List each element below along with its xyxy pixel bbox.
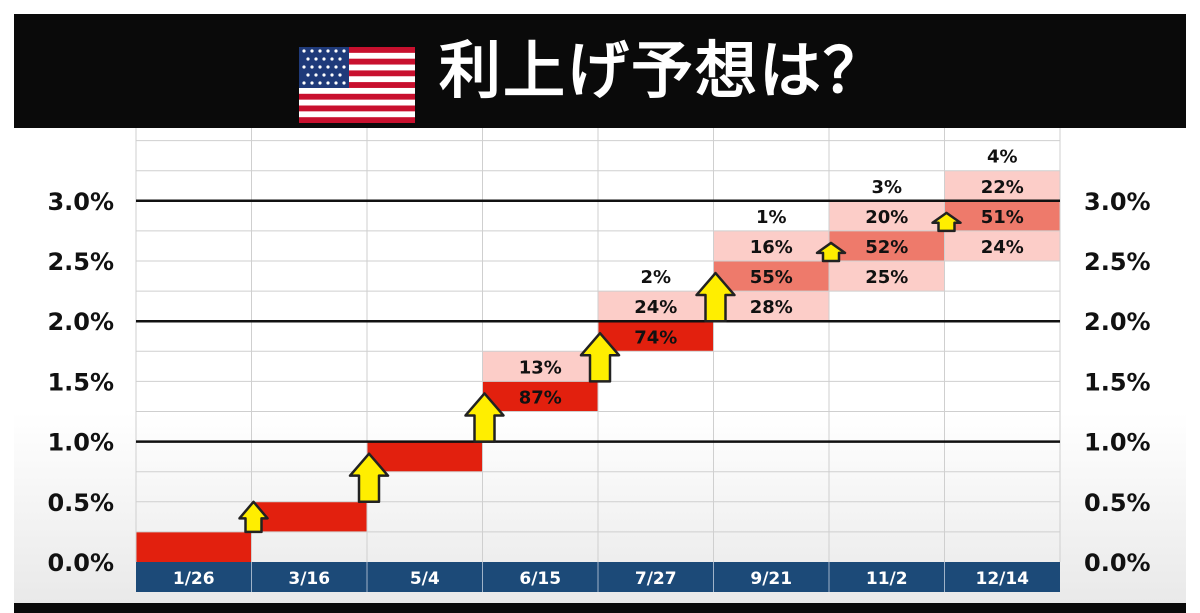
probability-label: 1% [756, 207, 787, 228]
up-arrow-icon [348, 452, 390, 504]
probability-label: 2% [640, 267, 671, 288]
rate-hike-chart: 87% 13% 74% 24% 2% 28% 55% 16% 1% 25% 52% 20% 3% 24% 5… [47, 128, 1151, 592]
bottom-bar [14, 603, 1186, 613]
probability-cell [713, 230, 829, 261]
x-tick-label: 12/14 [975, 569, 1029, 589]
y-tick-label-right: 2.5% [1084, 248, 1151, 276]
header-bar: 利上げ予想は？ [14, 14, 1186, 128]
y-tick-label-left: 2.5% [47, 248, 114, 276]
probability-cell [598, 291, 714, 322]
probability-label: 24% [981, 237, 1024, 258]
up-arrow-icon [695, 271, 736, 323]
y-tick-label-right: 3.0% [1084, 188, 1151, 216]
x-tick-label: 5/4 [410, 569, 440, 589]
probability-label: 51% [981, 207, 1024, 228]
up-arrow-icon [815, 241, 847, 263]
x-tick-label: 7/27 [635, 569, 677, 589]
up-arrow-icon [464, 392, 505, 443]
probability-label: 52% [865, 237, 908, 258]
up-arrow-icon [238, 500, 269, 534]
probability-label: 87% [519, 387, 562, 408]
probability-label: 24% [634, 297, 677, 318]
y-tick-label-right: 0.0% [1084, 549, 1151, 577]
probability-cell [713, 261, 829, 292]
x-tick-label: 3/16 [288, 569, 330, 589]
y-tick-label-left: 2.0% [47, 308, 114, 336]
probability-label: 16% [750, 237, 793, 258]
y-tick-label-left: 1.5% [47, 368, 114, 396]
y-tick-label-left: 0.0% [47, 549, 114, 577]
probability-cell [829, 261, 945, 292]
probability-label: 22% [981, 177, 1024, 198]
probability-cell [136, 531, 252, 562]
x-tick-label: 6/15 [519, 569, 561, 589]
probability-label: 74% [634, 327, 677, 348]
probability-label: 4% [987, 147, 1018, 168]
probability-label: 13% [519, 357, 562, 378]
probability-cell [944, 200, 1060, 231]
probability-label: 28% [750, 297, 793, 318]
y-tick-label-right: 1.0% [1084, 429, 1151, 457]
probability-cell [944, 230, 1060, 261]
probability-label: 55% [750, 267, 793, 288]
y-tick-label-right: 0.5% [1084, 489, 1151, 517]
y-tick-label-right: 1.5% [1084, 368, 1151, 396]
probability-cell [367, 441, 483, 472]
chart-area: 87% 13% 74% 24% 2% 28% 55% 16% 1% 25% 52% 20% 3% 24% 5… [14, 128, 1186, 603]
y-tick-label-left: 1.0% [47, 429, 114, 457]
probability-cell [829, 230, 945, 261]
y-tick-label-left: 0.5% [47, 489, 114, 517]
x-tick-label: 11/2 [866, 569, 908, 589]
y-tick-label-left: 3.0% [47, 188, 114, 216]
probability-label: 25% [865, 267, 908, 288]
page-title: 利上げ予想は？ [439, 34, 888, 107]
x-tick-label: 1/26 [173, 569, 215, 589]
cells-layer [136, 170, 1060, 562]
y-tick-label-right: 2.0% [1084, 308, 1151, 336]
probability-label: 3% [871, 177, 902, 198]
up-arrow-icon [579, 331, 621, 383]
x-tick-label: 9/21 [750, 569, 792, 589]
us-flag-icon [299, 47, 415, 123]
probability-cell [482, 381, 598, 412]
probability-cell [829, 200, 945, 231]
probability-cell [944, 170, 1060, 201]
probability-label: 20% [865, 207, 908, 228]
probability-cell [598, 321, 714, 352]
probability-cell [251, 501, 367, 532]
up-arrow-icon [931, 211, 962, 233]
probability-cell [482, 351, 598, 382]
